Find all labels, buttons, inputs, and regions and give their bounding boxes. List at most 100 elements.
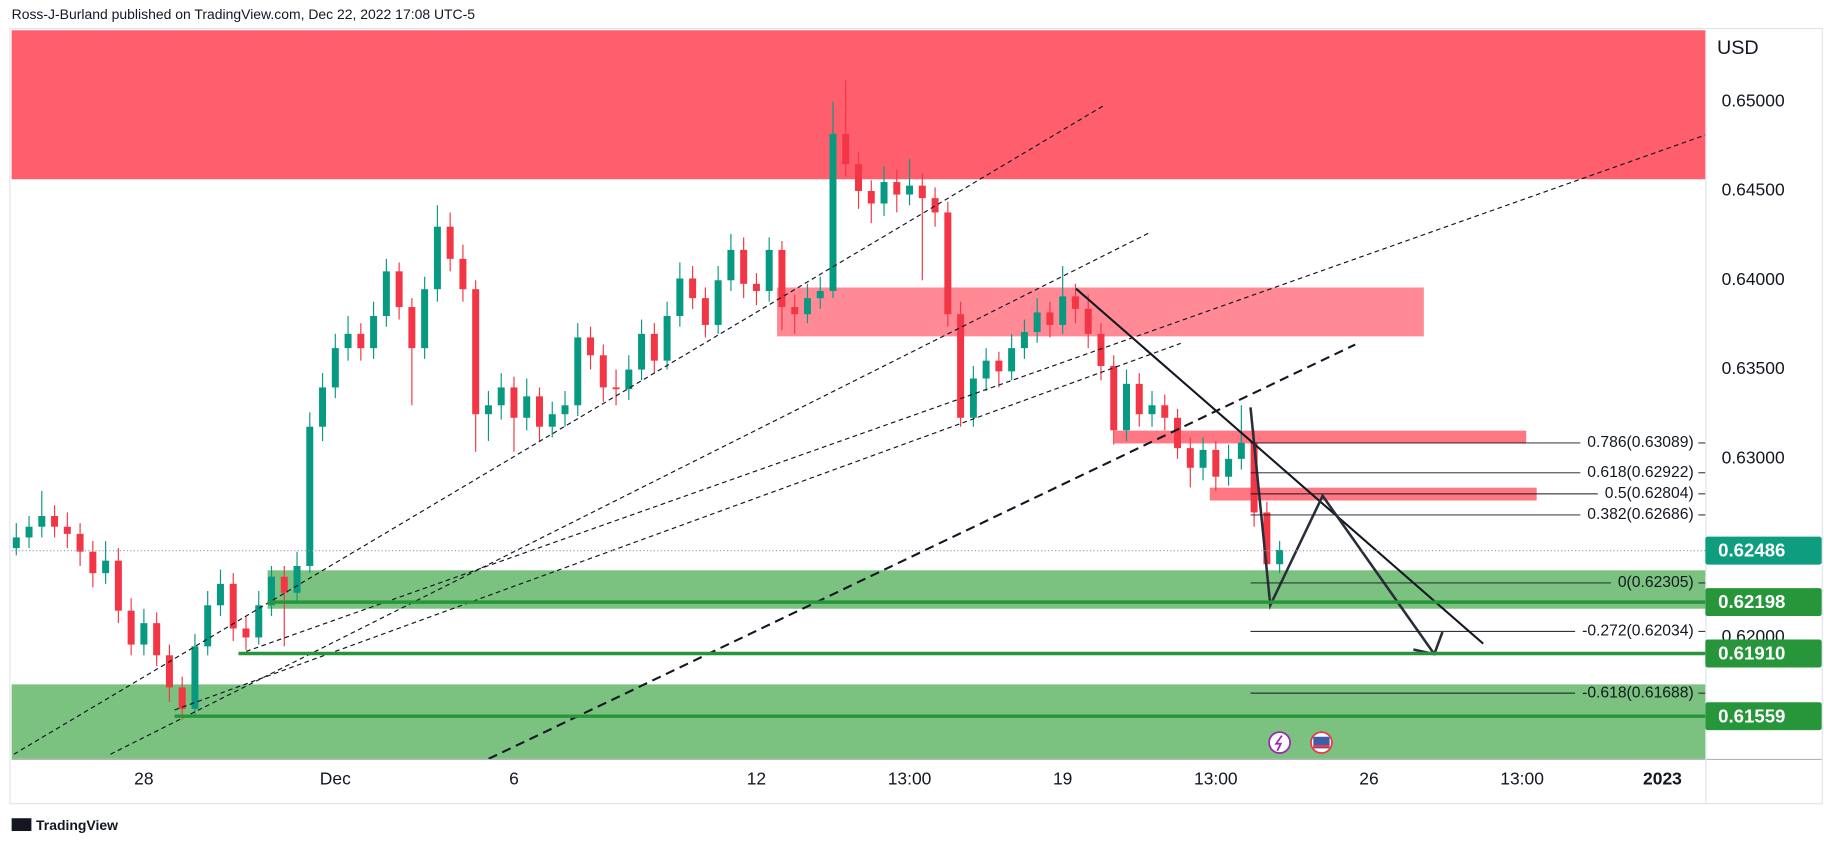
candle-body [357, 333, 365, 349]
x-tick-label: 12 [747, 768, 766, 788]
candle-body [1250, 442, 1258, 513]
candle-body [268, 576, 275, 606]
fib-label: -0.618(0.61688) [1582, 684, 1694, 701]
fib-label: -0.272(0.62034) [1582, 623, 1694, 640]
fib-label: 0.786(0.63089) [1587, 434, 1693, 451]
candle-body [1008, 348, 1016, 372]
price-label: 0.61910 [1718, 643, 1785, 664]
y-tick-label: 0.64500 [1722, 180, 1785, 200]
candle-body [1263, 512, 1271, 565]
x-tick-label: 26 [1359, 768, 1378, 788]
candle-body [855, 164, 863, 191]
candle-body [957, 314, 965, 418]
candle-body [140, 623, 148, 645]
fib-label: 0.618(0.62922) [1587, 464, 1693, 481]
price-label: 0.61559 [1718, 705, 1785, 726]
candle-body [382, 271, 390, 316]
candle-body [727, 249, 735, 281]
candle-body [153, 623, 161, 656]
candle-body [38, 516, 46, 527]
candle-body [893, 182, 901, 195]
candle-body [535, 396, 543, 427]
candle-body [625, 369, 633, 390]
candle-body [1161, 405, 1169, 418]
axes: 0.650000.645000.640000.635000.630000.620… [134, 90, 1822, 788]
candle-body [1071, 296, 1079, 309]
demand-zone [11, 684, 1706, 759]
candle-body [421, 289, 429, 349]
candle-body [650, 333, 658, 361]
candle-body [25, 526, 33, 538]
candle-body [1199, 449, 1207, 468]
candle-body [1174, 417, 1182, 449]
candle-body [344, 333, 352, 349]
drawings [11, 104, 1706, 760]
candle-body [370, 315, 378, 349]
fib-label: 0.382(0.62686) [1587, 506, 1693, 523]
flag-icon-glyph [1313, 736, 1330, 749]
trend-line [1075, 287, 1484, 645]
candle-body [12, 537, 20, 549]
logo [11, 818, 32, 832]
y-tick-label: 0.65000 [1722, 90, 1785, 110]
candle-body [1212, 449, 1220, 477]
x-tick-label: 13:00 [1500, 768, 1544, 788]
candle-body [816, 290, 824, 299]
price-label-box [1705, 702, 1822, 731]
candle-body [178, 687, 186, 709]
y-tick-label: 0.64000 [1722, 269, 1785, 289]
candle-body [1046, 312, 1054, 325]
candle-body [612, 387, 620, 390]
candle-body [204, 605, 212, 647]
candle-body [574, 337, 582, 406]
candle-body [689, 278, 697, 299]
candle-body [114, 560, 122, 611]
candle-body [446, 226, 454, 259]
zones [11, 30, 1706, 759]
candle-body [778, 249, 786, 308]
candle-body [127, 610, 135, 645]
candle-body [803, 298, 811, 315]
x-tick-label: 13:00 [888, 768, 932, 788]
price-label-box [1705, 536, 1822, 565]
candle-body [740, 249, 748, 284]
candle-body [1225, 458, 1233, 477]
candle-body [714, 280, 722, 325]
event-icon[interactable] [1268, 731, 1291, 754]
fib-label: 0.5(0.62804) [1605, 485, 1694, 502]
x-tick-label: 19 [1053, 768, 1072, 788]
candle-body [561, 405, 569, 415]
candle-body [676, 278, 684, 316]
candle-body [433, 226, 441, 290]
trend-line [110, 232, 1150, 755]
candle-body [1097, 333, 1105, 366]
candle-body [880, 182, 888, 204]
candle-body [1123, 383, 1130, 431]
y-axis-label: USD [1717, 37, 1759, 59]
trend-line [238, 134, 1706, 655]
x-tick-label: 2023 [1643, 768, 1682, 788]
price-label-box [1705, 639, 1822, 668]
price-label: 0.62198 [1718, 591, 1785, 612]
candle-body [76, 533, 84, 552]
candle-body [510, 387, 518, 418]
y-tick-label: 0.63500 [1722, 358, 1785, 378]
candle-body [1276, 549, 1284, 565]
frame [9, 27, 1823, 805]
price-label: 0.62486 [1718, 540, 1785, 561]
candle-body [216, 583, 224, 606]
candle-body [944, 212, 952, 315]
candle-body [829, 133, 837, 291]
projection [1249, 407, 1436, 655]
candle-body [229, 583, 237, 629]
candle-body [331, 348, 339, 388]
candle-body [1020, 332, 1028, 349]
trend-line [488, 343, 1356, 760]
x-tick-label: 28 [134, 768, 153, 788]
candle-body [701, 298, 709, 325]
candle-body [63, 526, 71, 534]
candle-body [906, 185, 914, 195]
candle-body [765, 249, 773, 291]
candle-body [51, 516, 59, 527]
